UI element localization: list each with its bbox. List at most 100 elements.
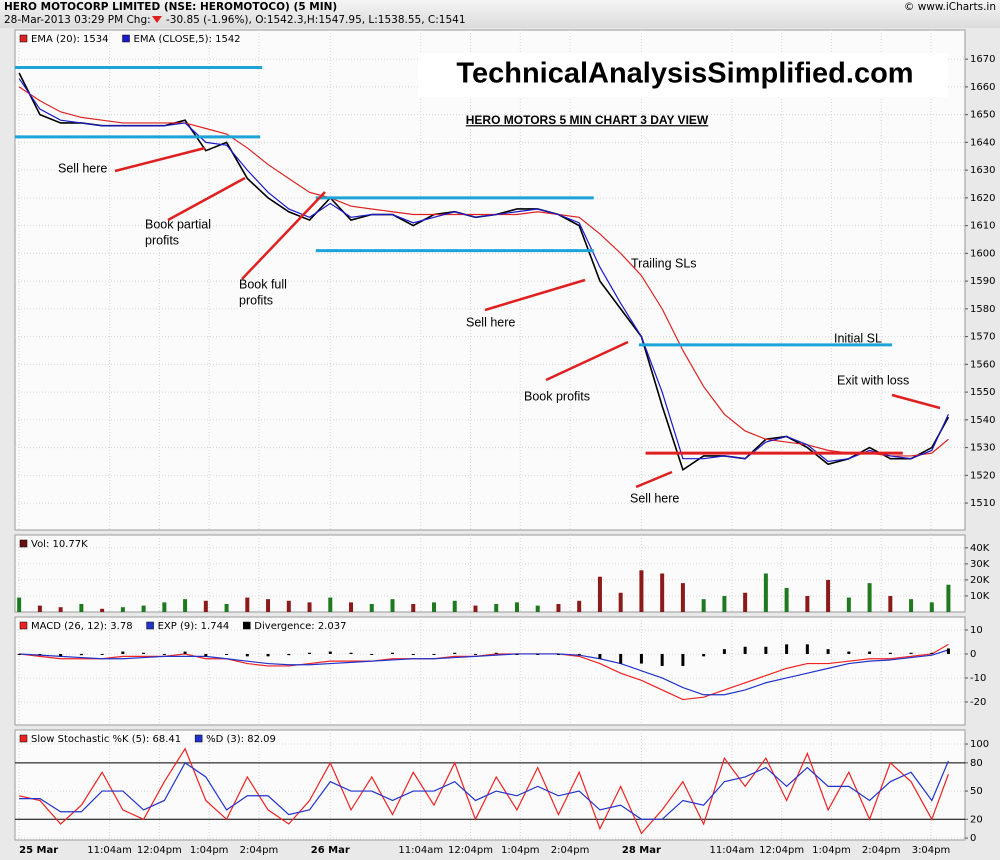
volume-bar	[37, 605, 42, 612]
volume-bar	[722, 595, 727, 612]
volume-bar	[411, 603, 416, 612]
volume-bar	[763, 573, 768, 612]
divergence-bar	[59, 653, 63, 657]
divergence-bar	[308, 652, 312, 654]
y-tick-label: -20	[970, 697, 986, 708]
arrow	[114, 146, 206, 173]
x-tick-label: 1:04pm	[812, 845, 851, 856]
volume-bar	[867, 583, 872, 612]
legend-swatch	[19, 621, 28, 630]
panel-frame	[14, 534, 966, 613]
watermark-box	[418, 53, 948, 97]
x-tick-label: 1:04pm	[190, 845, 229, 856]
series-line	[19, 649, 949, 696]
volume-bar	[100, 608, 105, 612]
y-tick-label: 50	[970, 786, 983, 797]
volume-bar	[743, 592, 748, 612]
divergence-bar	[17, 653, 21, 655]
volume-bar	[826, 579, 831, 612]
divergence-bar	[930, 652, 934, 654]
y-tick-label: 1570	[970, 332, 995, 343]
down-arrow	[152, 16, 162, 23]
volume-bar	[120, 607, 125, 612]
y-tick-label: 1670	[970, 54, 995, 65]
divergence-bar	[722, 649, 726, 654]
legend-label: EMA (20): 1534	[31, 34, 109, 45]
volume-bar	[431, 602, 436, 612]
divergence-bar	[909, 652, 913, 654]
volume-bar	[494, 603, 499, 612]
x-tick-label: 11:04am	[398, 845, 443, 856]
header-bar	[0, 0, 1000, 28]
watermark: TechnicalAnalysisSimplified.com	[456, 58, 913, 90]
volume-bar	[369, 603, 374, 612]
arrow	[484, 278, 586, 312]
y-tick-label: 40K	[970, 543, 990, 554]
divergence-bar	[764, 646, 768, 654]
panel-frame	[14, 616, 966, 726]
volume-bar	[328, 597, 333, 612]
y-tick-label: 1510	[970, 498, 995, 509]
annotation: Book partial	[145, 217, 211, 231]
volume-bar	[79, 603, 84, 612]
x-tick-label: 11:04am	[87, 845, 132, 856]
divergence-bar	[225, 653, 229, 655]
divergence-bar	[556, 653, 560, 655]
volume-bar	[514, 602, 519, 612]
y-tick-label: 1630	[970, 165, 995, 176]
legend-swatch	[19, 539, 28, 548]
divergence-bar	[266, 653, 270, 657]
y-tick-label: 1590	[970, 276, 995, 287]
x-tick-label: 2:04pm	[551, 845, 590, 856]
volume-bar	[141, 605, 146, 612]
divergence-bar	[370, 653, 374, 655]
legend-label: Slow Stochastic %K (5): 68.41	[31, 734, 181, 745]
y-tick-label: -10	[970, 673, 986, 684]
volume-bar	[946, 584, 951, 612]
x-tick-label: 3:04pm	[912, 845, 951, 856]
volume-bar	[846, 597, 851, 612]
y-tick-label: 10K	[970, 591, 990, 602]
y-tick-label: 1530	[970, 443, 995, 454]
volume-bar	[307, 602, 312, 612]
divergence-bar	[598, 653, 602, 659]
legend-label: MACD (26, 12): 3.78	[31, 621, 133, 632]
divergence-bar	[515, 653, 519, 655]
annotation: Book profits	[524, 389, 590, 403]
series-line	[19, 760, 949, 820]
volume-bar	[618, 592, 623, 612]
arrow	[545, 340, 629, 382]
divergence-bar	[432, 653, 436, 655]
divergence-bar	[473, 653, 477, 655]
subtitle: HERO MOTORS 5 MIN CHART 3 DAY VIEW	[466, 113, 709, 127]
arrow	[891, 393, 941, 410]
divergence-bar	[639, 653, 643, 664]
y-tick-label: 1640	[970, 137, 995, 148]
divergence-bar	[162, 653, 166, 655]
volume-bar	[452, 600, 457, 612]
volume-bar	[680, 583, 685, 612]
divergence-bar	[287, 653, 291, 656]
volume-bar	[577, 600, 582, 612]
legend-swatch	[19, 734, 28, 743]
y-tick-label: 1660	[970, 82, 995, 93]
divergence-bar	[121, 651, 125, 654]
x-tick-label: 12:04pm	[448, 845, 493, 856]
divergence-bar	[536, 653, 540, 655]
annotation: Trailing SLs	[631, 256, 697, 270]
divergence-bar	[785, 644, 789, 654]
divergence-bar	[577, 653, 581, 656]
volume-bar	[183, 599, 188, 612]
panel-frame	[14, 729, 966, 841]
legend-label: Divergence: 2.037	[254, 621, 346, 632]
y-tick-label: 0	[970, 649, 976, 660]
divergence-bar	[805, 644, 809, 654]
y-tick-label: 1550	[970, 387, 995, 398]
y-tick-label: 0	[970, 833, 976, 844]
volume-bar	[929, 602, 934, 612]
volume-bar	[556, 603, 561, 612]
y-tick-label: 1580	[970, 304, 995, 315]
volume-bar	[909, 599, 914, 612]
divergence-bar	[142, 652, 146, 654]
panel-frame	[14, 29, 966, 531]
